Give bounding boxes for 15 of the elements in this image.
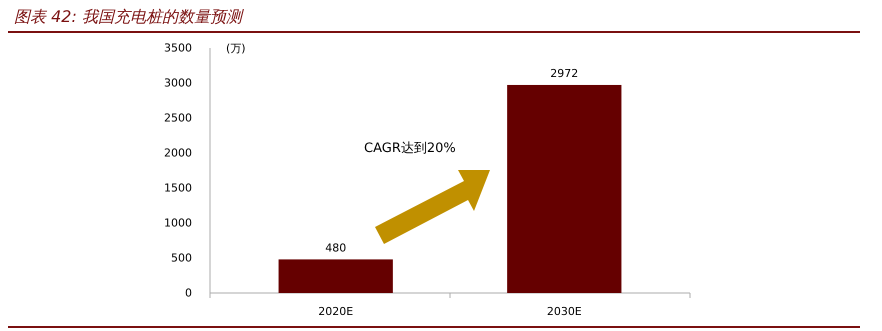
data-label: 2972 bbox=[550, 66, 578, 80]
y-tick-label: 3500 bbox=[164, 42, 192, 55]
x-tick-label: 2030E bbox=[546, 304, 582, 318]
annotation: CAGR达到20% bbox=[364, 141, 456, 156]
chart-title: 图表 42: 我国充电桩的数量预测 bbox=[14, 7, 245, 26]
data-label: 480 bbox=[325, 241, 346, 254]
y-tick-label: 1500 bbox=[164, 182, 192, 195]
y-tick-label: 2000 bbox=[164, 146, 192, 160]
x-tick-label: 2020E bbox=[318, 304, 354, 318]
y-tick-label: 1000 bbox=[164, 216, 192, 230]
y-tick-label: 3000 bbox=[164, 76, 192, 90]
y-tick-label: 500 bbox=[171, 252, 192, 265]
y-tick-label: 2500 bbox=[164, 112, 192, 125]
y-tick-label: 0 bbox=[185, 286, 192, 300]
y-axis-title: (万) bbox=[226, 42, 246, 55]
